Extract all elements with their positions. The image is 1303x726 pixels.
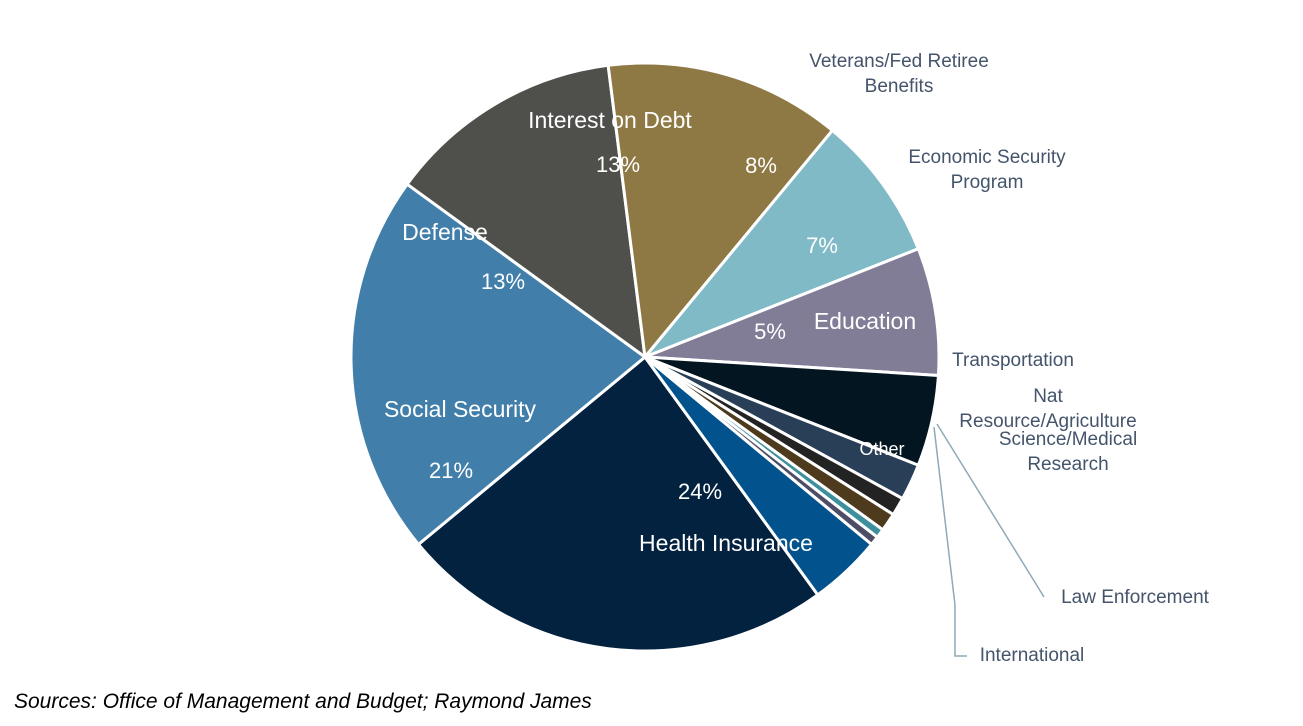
label-social-security: Social Security [384,396,537,422]
label-veterans-fed-retiree-benefits-line-2: Benefits [865,76,934,97]
slice-other [643,355,874,597]
label-nat-resource-agriculture-line-1: Nat [1033,386,1063,407]
leader-lines [933,423,1045,657]
leader-line-law-enforcement [936,423,1045,598]
label-economic-security-program-line-2: Program [951,172,1024,193]
source-note: Sources: Office of Management and Budget… [14,690,592,713]
label-health-insurance: Health Insurance [639,530,813,556]
label-other: Other [859,439,904,459]
value-label-education: 5% [754,319,786,344]
slice-defense [405,63,647,359]
leader-line-international [933,426,967,657]
slice-health-insurance [416,355,820,653]
label-nat-resource-agriculture-line-2: Resource/Agriculture [959,411,1136,432]
slice-social-security [349,182,647,546]
slice-economic-security-program [643,247,941,377]
label-law-enforcement: Law Enforcement [1061,587,1210,608]
value-label-health-insurance: 24% [678,479,722,504]
value-label-defense: 13% [481,269,525,294]
pie-slices [349,61,941,653]
label-education: Education [814,308,916,334]
label-science-medical-research-line-2: Research [1027,454,1108,475]
label-international: International [980,645,1085,666]
label-defense: Defense [402,219,488,245]
slice-labels: Health Insurance 24% Social Security 21% Def… [384,51,1210,666]
label-science-medical-research-line-1: Science/Medical [999,429,1137,450]
slice-interest-on-debt [606,61,834,359]
slice-veterans-fed-retiree-benefits [643,128,920,359]
label-veterans-fed-retiree-benefits-line-1: Veterans/Fed Retiree [809,51,989,72]
value-label-interest-on-debt: 13% [596,152,640,177]
value-label-social-security: 21% [429,458,473,483]
label-economic-security-program-line-1: Economic Security [908,147,1066,168]
label-transportation: Transportation [952,350,1074,371]
label-interest-on-debt: Interest on Debt [528,107,692,133]
value-label-veterans-fed-retiree-benefits: 8% [745,153,777,178]
value-label-economic-security-program: 7% [806,233,838,258]
